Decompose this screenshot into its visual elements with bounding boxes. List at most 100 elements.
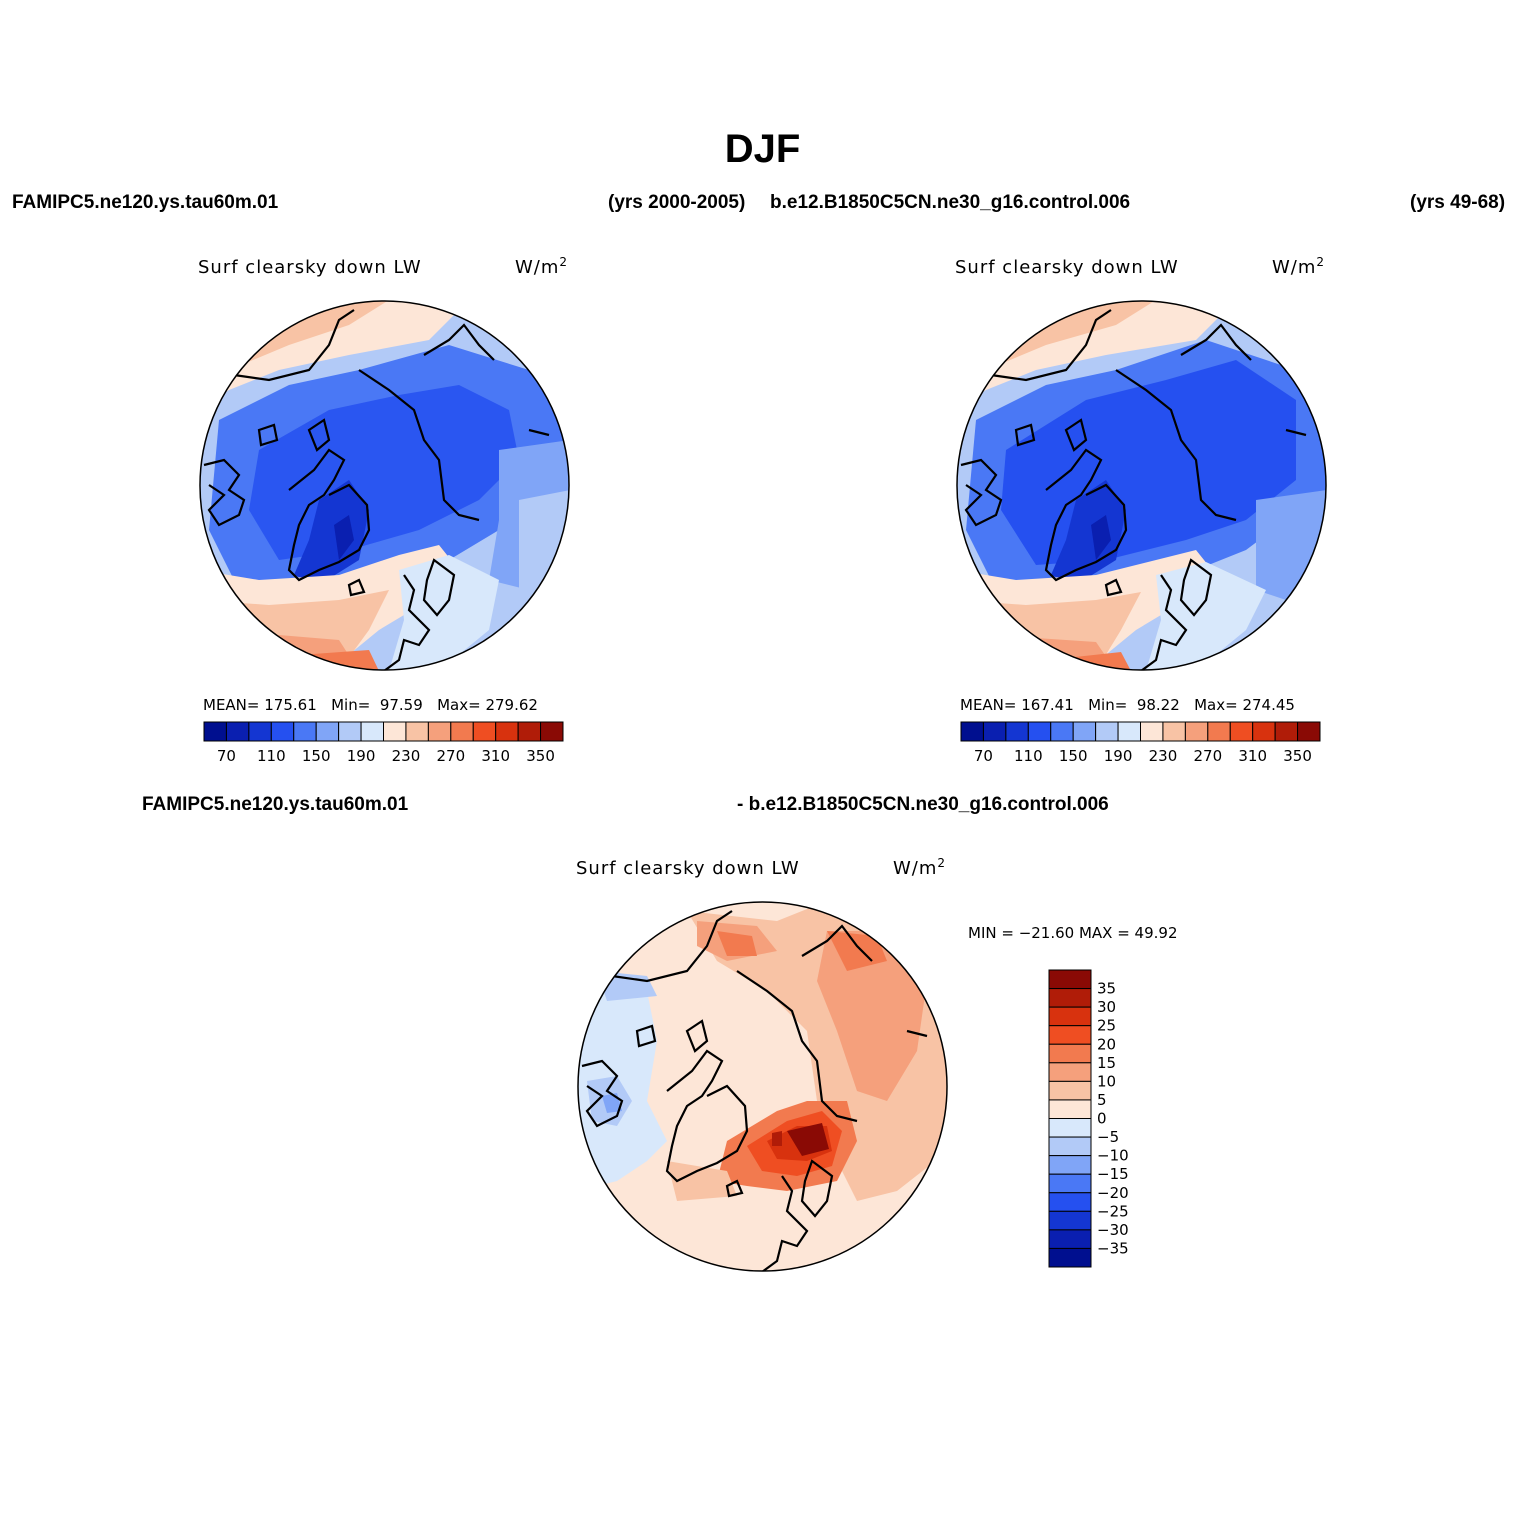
panel2-colorbar-tick-label: 230 [1149,747,1178,765]
panel2-polar-map [956,300,1327,671]
diff-colorbar-swatch [1048,1210,1092,1231]
panel1-colorbar-swatch [450,721,474,742]
panel2-colorbar-tick-label: 150 [1059,747,1088,765]
diff-colorbar-swatch [1048,1229,1092,1249]
panel2-colorbar-swatch [1229,721,1254,742]
diff-colorbar-tick-label: 5 [1097,1091,1107,1109]
panel2-min: 98.22 [1136,696,1180,714]
panel2-colorbar-swatch [1162,721,1186,742]
panel1-mean: 175.61 [264,696,317,714]
diff-case-left: FAMIPC5.ne120.ys.tau60m.01 [142,794,409,815]
diff-colorbar-tick-label: 15 [1097,1054,1116,1072]
panel1-colorbar-swatch [270,721,295,742]
diff-colorbar-swatch [1048,1080,1092,1101]
diff-colorbar-swatch [1048,969,1092,990]
panel1-colorbar-tick-label: 310 [481,747,510,765]
diff-colorbar-swatch [1048,1099,1092,1120]
diff-colorbar-swatch [1048,1006,1092,1027]
panel1-colorbar-swatch [293,721,317,742]
diff-colorbar-tick-label: 25 [1097,1017,1116,1035]
panel2-colorbar-swatch [1095,721,1119,742]
diff-colorbar-tick-label: −5 [1097,1128,1119,1146]
panel1-max: 279.62 [485,696,538,714]
diff-case-right: - b.e12.B1850C5CN.ne30_g16.control.006 [737,794,1109,815]
diff-colorbar-tick-label: 10 [1097,1072,1116,1090]
panel1-colorbar-swatch [472,721,497,742]
panel1-colorbar-swatch [540,721,564,742]
diff-colorbar-tick-label: −10 [1097,1147,1129,1165]
panel1-polar-map [199,300,570,671]
diff-colorbar-tick-label: 30 [1097,998,1116,1016]
panel2-colorbar-swatch [1252,721,1276,742]
case1-years: (yrs 2000-2005) [608,192,746,213]
panel2-mean: 167.41 [1021,696,1074,714]
panel1-unit: W/m2 [515,255,569,278]
panel1-colorbar-swatch [495,721,519,742]
panel2-colorbar-swatch [1297,721,1321,742]
panel2-colorbar-swatch [960,721,984,742]
panel2-colorbar-swatch [1140,721,1164,742]
panel2-colorbar-swatch [1274,721,1299,742]
panel1-stats: MEAN= 175.61 Min= 97.59 Max= 279.62 [203,696,538,714]
diff-colorbar-swatch [1048,988,1092,1008]
panel2-colorbar-tick-label: 350 [1283,747,1312,765]
panel1-colorbar-swatch [360,721,384,742]
panel2-colorbar-tick-label: 270 [1193,747,1222,765]
diff-colorbar-swatch [1048,1155,1092,1175]
case2-name: b.e12.B1850C5CN.ne30_g16.control.006 [770,192,1131,213]
main-title: DJF [724,127,801,171]
panel1-colorbar-swatch [225,721,250,742]
panel1-colorbar-tick-label: 230 [392,747,421,765]
panel1-colorbar-swatch [405,721,429,742]
panel1-colorbar-swatch [383,721,407,742]
diff-colorbar-swatch [1048,1118,1092,1138]
panel1-colorbar-tick-label: 110 [257,747,286,765]
diff-colorbar-swatch [1048,1247,1092,1268]
panel2-colorbar-swatch [1050,721,1074,742]
panel2-colorbar-swatch [1117,721,1141,742]
panel2-colorbar-swatch [1184,721,1209,742]
panel1-min: 97.59 [379,696,423,714]
diff-minmax: MIN = −21.60 MAX = 49.92 [968,924,1178,942]
panel2-colorbar-swatch [1027,721,1052,742]
panel1-colorbar-tick-label: 70 [217,747,236,765]
case2-years: (yrs 49-68) [1410,192,1506,213]
panel2-colorbar-tick-label: 70 [974,747,993,765]
panel1-colorbar-tick-label: 190 [347,747,376,765]
diff-colorbar-tick-label: −30 [1097,1221,1129,1239]
diff-colorbar-tick-label: 35 [1097,980,1116,998]
panel1-colorbar-swatch [338,721,362,742]
diff-colorbar-swatch [1048,1173,1092,1194]
panel2-colorbar-swatch [1072,721,1097,742]
panel1-colorbar-swatch [427,721,452,742]
diff-colorbar-swatch [1048,1043,1092,1064]
diff-colorbar-tick-label: −15 [1097,1165,1129,1183]
case1-name: FAMIPC5.ne120.ys.tau60m.01 [12,192,279,213]
panel1-colorbar: 70 110 150 190 230 270 310 350 [203,721,564,765]
panel2-label: Surf clearsky down LW [955,257,1179,278]
panel1-colorbar-swatch [517,721,542,742]
diff-label: Surf clearsky down LW [576,858,800,879]
panel2-stats: MEAN= 167.41 Min= 98.22 Max= 274.45 [960,696,1295,714]
panel2-unit: W/m2 [1272,255,1326,278]
panel1-colorbar-swatch [248,721,272,742]
diff-colorbar-tick-label: −25 [1097,1202,1129,1220]
diff-colorbar-tick-label: −20 [1097,1184,1129,1202]
diff-colorbar-swatch [1048,1025,1092,1045]
panel1-colorbar-swatch [315,721,340,742]
panel1-colorbar-tick-label: 350 [526,747,555,765]
panel2-colorbar-tick-label: 310 [1238,747,1267,765]
diff-colorbar-tick-label: −35 [1097,1239,1129,1257]
panel1-colorbar-swatch [203,721,227,742]
panel2-colorbar-tick-label: 190 [1104,747,1133,765]
panel2-colorbar-tick-label: 110 [1014,747,1043,765]
diff-polar-map [577,901,948,1272]
diff-colorbar-swatch [1048,1062,1092,1082]
panel2-max: 274.45 [1242,696,1295,714]
diff-colorbar-tick-label: 20 [1097,1035,1116,1053]
panel1-colorbar-tick-label: 270 [436,747,465,765]
panel2-colorbar-swatch [1005,721,1029,742]
diff-colorbar-swatch [1048,1136,1092,1157]
panel2-colorbar-swatch [1207,721,1231,742]
